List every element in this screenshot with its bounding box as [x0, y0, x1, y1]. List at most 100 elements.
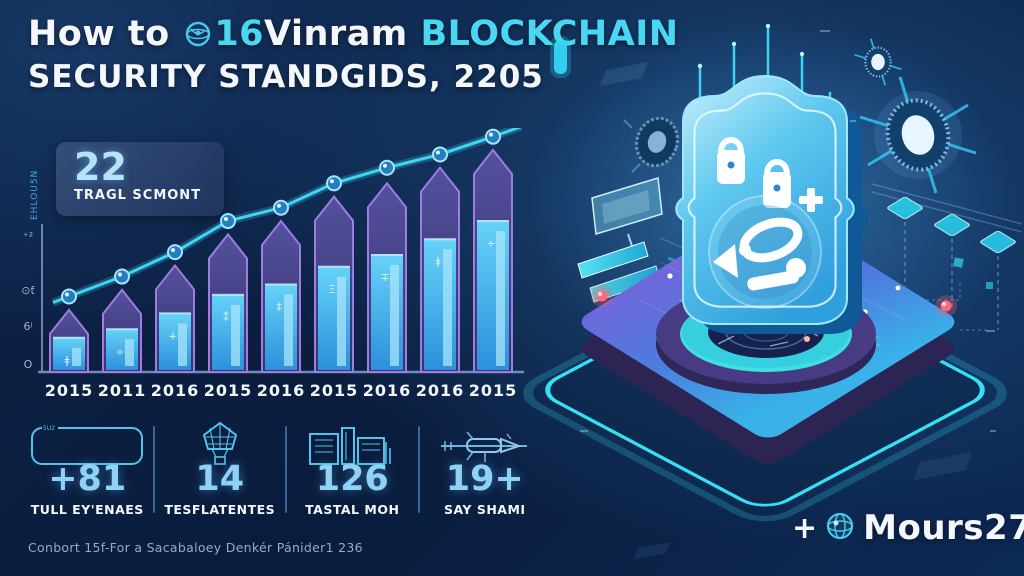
stats-divider: [152, 426, 155, 513]
trend-node: [61, 288, 77, 305]
trend-node-spec: [383, 163, 387, 168]
bar-glyph: Ξ: [329, 283, 336, 296]
block-track: [871, 183, 1023, 331]
x-tick-label: 2015: [469, 381, 518, 400]
trend-node-spec: [330, 179, 334, 184]
x-tick-label: 2016: [257, 381, 306, 400]
glow-shard: [600, 62, 648, 86]
trend-node: [167, 244, 183, 261]
bar-highlight: [125, 339, 134, 366]
x-tick-label: 2015: [310, 381, 359, 400]
bar-glyph: ÷: [115, 345, 124, 358]
badge-label: TRAGL SCMONT: [74, 188, 202, 203]
svg-text:5U2: 5U2: [43, 425, 55, 432]
bar-glyph: ∓: [380, 271, 389, 284]
stat-label: SAY SHAMI: [443, 502, 526, 517]
bar-chart-svg: ⁺² ⊙ƭ 6ʲ O ǂ 2015 ÷ 2011 ∔ 2016 ⁑ 2015 ‡ 2016 Ξ 2015 ∓ 20…: [21, 128, 524, 400]
trend-node-spec: [171, 248, 175, 253]
cyan-pill-glow: [550, 36, 571, 78]
stat-label: TASTAL MOH: [305, 502, 400, 517]
plus-icon: [799, 188, 823, 212]
trend-node: [432, 146, 448, 163]
padlock-icon: [763, 159, 791, 208]
trend-node-spec: [277, 203, 281, 208]
stat-value: 126: [315, 459, 389, 499]
satellite-icon: [577, 177, 773, 303]
bar-highlight: [496, 231, 505, 366]
starburst-icon: [854, 38, 902, 86]
stat-item-2: 14 TESFLATENTES: [155, 416, 286, 517]
bar-glyph: ǂ: [64, 354, 69, 367]
page-title: How to 16Vinram BLOCKCHAIN SECURITY STAN…: [28, 14, 679, 96]
title-brand: Vinram: [264, 14, 408, 54]
trend-node: [326, 175, 342, 192]
stat-label: TULL EY'ENAES: [30, 502, 144, 517]
stat-item-1: 5U2 +81 TULL EY'ENAES: [22, 416, 153, 517]
y-tick-label: ⁺²: [23, 230, 33, 243]
glow-shard: [634, 542, 670, 559]
starburst-icon: [859, 76, 977, 194]
globe-doodle-icon: [183, 18, 213, 59]
cyan-pill: [554, 40, 567, 74]
bar-glyph: ∔: [168, 329, 177, 342]
trend-node: [485, 128, 501, 145]
red-node: [935, 295, 957, 317]
bar-highlight: [390, 265, 399, 366]
watermark: + Mours27: [792, 508, 1024, 548]
watermark-text: Mours27: [863, 508, 1024, 548]
badge-value: 22: [74, 145, 127, 189]
rocket-icon: [437, 422, 533, 468]
trend-node-spec: [65, 292, 69, 297]
trend-node-spec: [489, 132, 493, 137]
blockchain-illustration: [523, 20, 1023, 559]
y-tick-label: ⊙ƭ: [21, 284, 35, 297]
title-line2: SECURITY STANDGIDS, 2205: [28, 59, 544, 96]
watermark-plus: +: [792, 510, 818, 546]
glow-shard: [914, 452, 972, 480]
x-tick-label: 2011: [98, 381, 147, 400]
y-tick-label: O: [24, 358, 33, 371]
bar-glyph: ǂ: [435, 255, 440, 268]
x-tick-label: 2016: [363, 381, 412, 400]
stat-value: +81: [48, 459, 127, 499]
y-tick-label: 6ʲ: [24, 320, 33, 333]
stat-item-4: 19+ SAY SHAMI: [420, 416, 551, 517]
bar-highlight: [178, 323, 187, 366]
trend-node: [220, 213, 236, 230]
shield-badge: [675, 74, 869, 334]
trend-node-spec: [436, 150, 440, 155]
footer-caption: Conbort 15f-For a Sacabaloey Denkér Páni…: [28, 540, 363, 555]
shield-emblem: [708, 195, 822, 309]
title-number: 16: [214, 14, 265, 54]
stat-badge: 22 TRAGL SCMONT: [56, 142, 224, 216]
stats-divider: [417, 426, 420, 513]
bar-glyph: ⁑: [223, 311, 229, 324]
bar-highlight: [337, 276, 346, 366]
stat-item-3: 126 TASTAL MOH: [287, 416, 418, 517]
trend-node: [273, 199, 289, 216]
frame-icon: 5U2: [28, 422, 146, 468]
stats-divider: [285, 426, 287, 513]
bar-glyph: ‡: [276, 300, 282, 313]
title-prefix: How to: [28, 14, 170, 54]
factory-icon: [306, 422, 398, 468]
trend-node: [379, 159, 395, 176]
bar-highlight: [72, 347, 81, 366]
stat-value: 14: [195, 459, 245, 499]
trend-node-spec: [118, 272, 122, 277]
stat-value: 19+: [445, 459, 524, 499]
x-tick-label: 2015: [45, 381, 94, 400]
balloon-icon: [195, 421, 245, 468]
title-highlight: BLOCKCHAIN: [420, 14, 679, 54]
stats-row: 5U2 +81 TULL EY'ENAES 14 TESFLATENTES: [22, 416, 550, 517]
globe-icon: [825, 511, 855, 545]
x-tick-label: 2015: [204, 381, 253, 400]
bar-highlight: [284, 294, 293, 366]
shield-inner-border: [687, 92, 843, 308]
bar-highlight: [231, 304, 240, 366]
x-tick-label: 2016: [416, 381, 465, 400]
stat-label: TESFLATENTES: [164, 502, 276, 517]
trend-node: [114, 268, 130, 285]
bar-highlight: [443, 249, 452, 366]
